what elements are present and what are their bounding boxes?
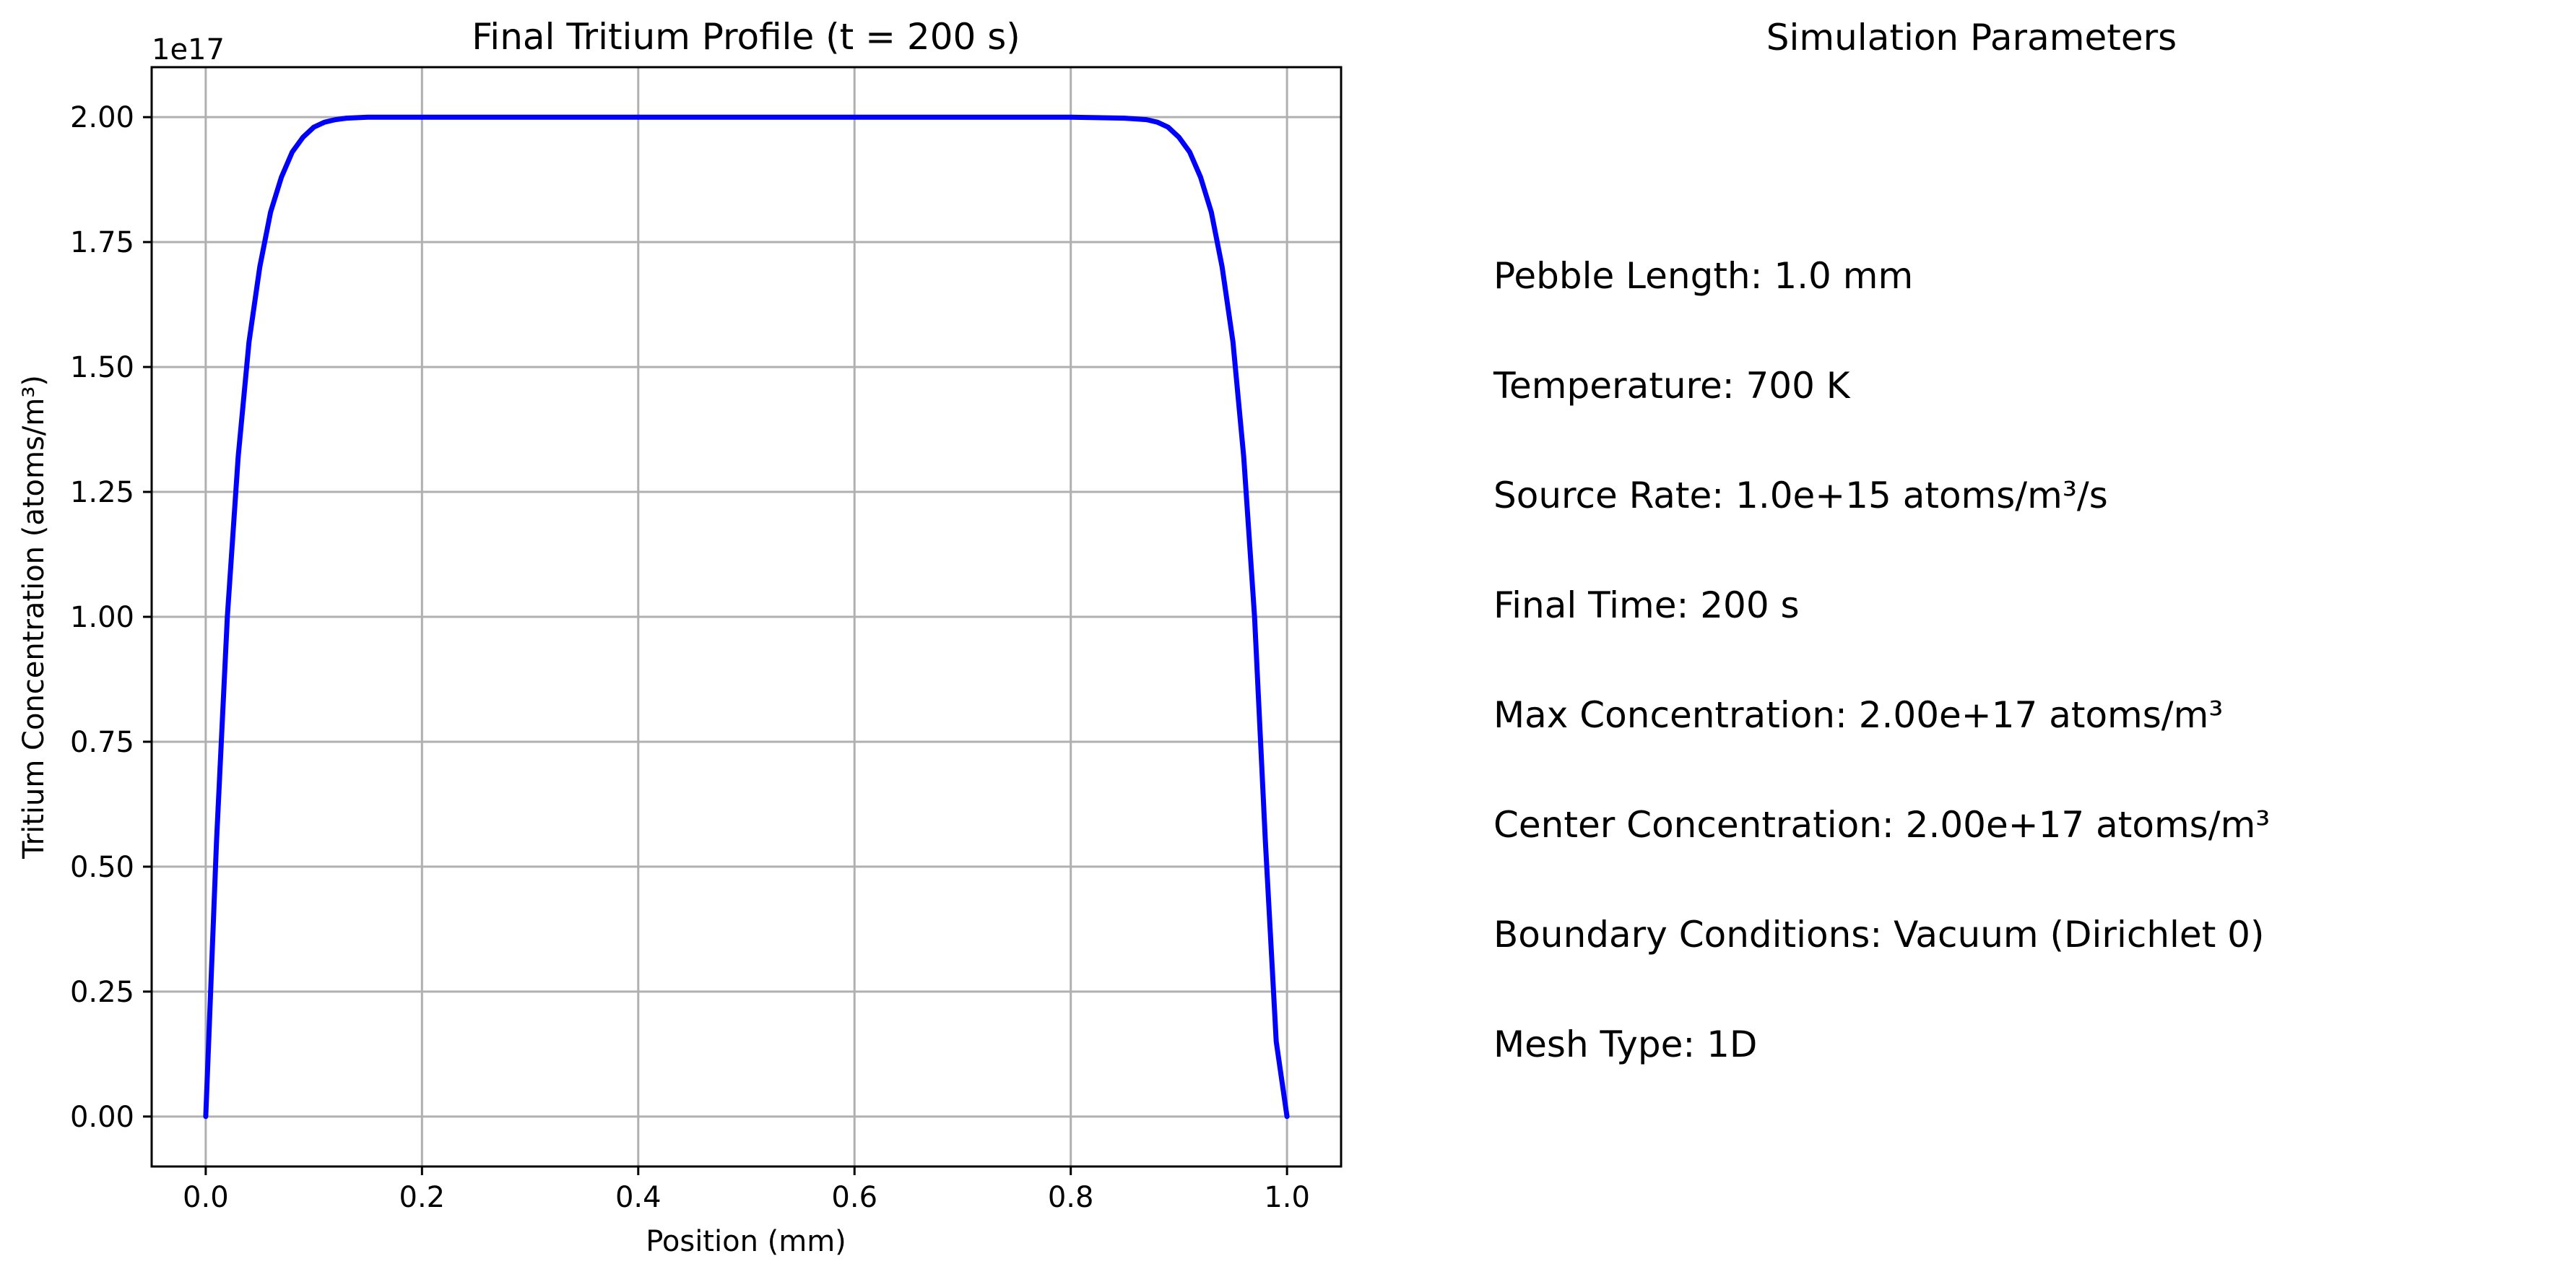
param-mesh-type: Mesh Type: 1D <box>1493 1023 1758 1065</box>
x-tick-label: 0.8 <box>1048 1181 1094 1214</box>
x-tick-label: 0.0 <box>183 1181 229 1214</box>
param-center-concentration: Center Concentration: 2.00e+17 atoms/m³ <box>1493 804 2271 846</box>
parameters-title: Simulation Parameters <box>1766 17 2177 59</box>
y-tick-label: 0.75 <box>70 726 134 759</box>
param-source-rate: Source Rate: 1.0e+15 atoms/m³/s <box>1493 475 2108 516</box>
y-tick-label: 0.50 <box>70 851 134 884</box>
x-axis-ticks: 0.0 0.2 0.4 0.6 0.8 1.0 <box>183 1166 1310 1214</box>
y-tick-label: 1.25 <box>70 476 134 509</box>
param-boundary-conditions: Boundary Conditions: Vacuum (Dirichlet 0… <box>1493 914 2265 956</box>
param-final-time: Final Time: 200 s <box>1493 584 1800 626</box>
y-tick-label: 0.00 <box>70 1101 134 1134</box>
y-tick-label: 1.00 <box>70 601 134 634</box>
y-axis-ticks: 0.00 0.25 0.50 0.75 1.00 1.25 1.50 1.75 2.00 <box>70 101 152 1134</box>
chart-title: Final Tritium Profile (t = 200 s) <box>472 16 1020 58</box>
y-offset-label: 1e17 <box>152 33 225 66</box>
series-layer <box>203 114 1290 1120</box>
y-tick-label: 1.50 <box>70 351 134 384</box>
y-axis-label: Tritium Concentration (atoms/m³) <box>17 375 51 860</box>
x-tick-label: 1.0 <box>1264 1181 1310 1214</box>
param-temperature: Temperature: 700 K <box>1493 365 1850 407</box>
grid-lines <box>152 67 1341 1166</box>
x-axis-label: Position (mm) <box>646 1225 846 1258</box>
param-pebble-length: Pebble Length: 1.0 mm <box>1493 255 1914 297</box>
y-tick-label: 1.75 <box>70 226 134 259</box>
x-tick-label: 0.6 <box>831 1181 877 1214</box>
param-max-concentration: Max Concentration: 2.00e+17 atoms/m³ <box>1493 694 2224 736</box>
y-tick-label: 2.00 <box>70 101 134 134</box>
x-tick-label: 0.2 <box>399 1181 446 1214</box>
concentration-line <box>203 114 1290 1120</box>
x-tick-label: 0.4 <box>615 1181 662 1214</box>
y-tick-label: 0.25 <box>70 976 134 1009</box>
